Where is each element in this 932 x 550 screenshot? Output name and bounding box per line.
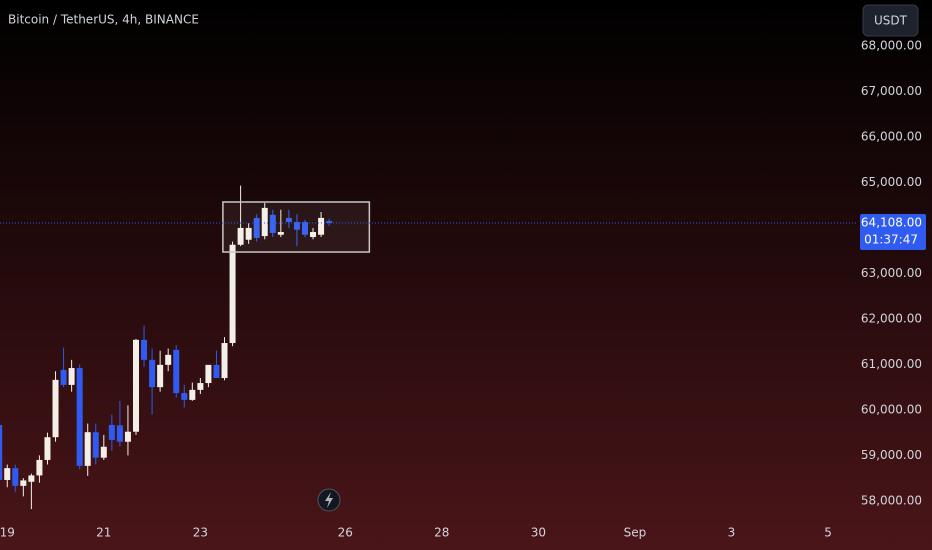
candle-body	[68, 368, 75, 385]
candle-body	[52, 379, 59, 438]
candle-body	[189, 389, 196, 400]
candle-body	[20, 480, 27, 486]
candle-body	[293, 222, 300, 230]
candle-body	[301, 222, 308, 235]
x-tick-label: Sep	[624, 526, 647, 540]
candle-body	[44, 437, 51, 460]
y-tick-label: 66,000.00	[861, 129, 922, 143]
candle-body	[181, 393, 188, 400]
icon-bolt[interactable]	[325, 492, 333, 508]
candle-body	[326, 221, 333, 224]
candle-body	[108, 424, 115, 440]
chart-title: Bitcoin / TetherUS, 4h, BINANCE	[8, 13, 199, 27]
candle-body	[36, 459, 43, 476]
candle-body	[157, 364, 164, 388]
candle-body	[60, 369, 67, 385]
y-tick-label: 68,000.00	[861, 38, 922, 52]
candle-body	[124, 431, 131, 442]
x-tick-label: 28	[434, 526, 449, 540]
y-tick-label: 67,000.00	[861, 84, 922, 98]
candle-body	[165, 354, 172, 365]
candle-body	[12, 468, 19, 486]
x-tick-label: 19	[0, 526, 15, 540]
candle-body	[0, 424, 3, 480]
currency-button[interactable]	[862, 4, 919, 37]
x-tick-label: 30	[531, 526, 546, 540]
candle-body	[141, 339, 148, 360]
candle-body	[245, 227, 252, 240]
candle-body	[100, 446, 107, 458]
candle-body	[4, 468, 11, 480]
y-tick-label: 63,000.00	[861, 266, 922, 280]
last-price-tag	[860, 214, 926, 251]
y-tick-label: 59,000.00	[861, 448, 922, 462]
y-tick-label: 58,000.00	[861, 493, 922, 507]
last-price-label: 64,108.00	[861, 216, 922, 230]
candle-body	[205, 364, 212, 384]
candle-body	[116, 425, 123, 442]
x-tick-label: 23	[193, 526, 208, 540]
candle-body	[237, 227, 244, 245]
candle-body	[221, 343, 228, 379]
candle-body	[285, 217, 292, 223]
y-tick-label: 62,000.00	[861, 311, 922, 325]
candle-body	[149, 359, 156, 388]
y-tick-label: 65,000.00	[861, 175, 922, 189]
candle-body	[310, 232, 317, 238]
y-tick-label: 61,000.00	[861, 357, 922, 371]
candle-body	[173, 349, 180, 394]
y-tick-label: 60,000.00	[861, 402, 922, 416]
candle-body	[213, 364, 220, 379]
candle-body	[132, 339, 139, 432]
x-tick-label: 3	[728, 526, 736, 540]
candle-body	[197, 383, 204, 390]
candle-body	[84, 432, 91, 466]
x-tick-label: 26	[338, 526, 353, 540]
candle-body	[277, 232, 284, 235]
candle-body	[229, 244, 236, 344]
x-tick-label: 21	[96, 526, 111, 540]
candle-body	[253, 217, 260, 238]
countdown-label: 01:37:47	[864, 233, 918, 247]
candle-body	[92, 432, 99, 458]
replay-icon[interactable]	[317, 488, 341, 512]
candle-body	[318, 217, 325, 235]
currency-label[interactable]: USDT	[874, 14, 908, 28]
candle-body	[269, 214, 276, 233]
candle-body	[261, 207, 268, 237]
annotation-box	[222, 201, 371, 253]
candle-body	[28, 475, 35, 482]
candle-body	[76, 368, 83, 466]
x-tick-label: 5	[824, 526, 832, 540]
